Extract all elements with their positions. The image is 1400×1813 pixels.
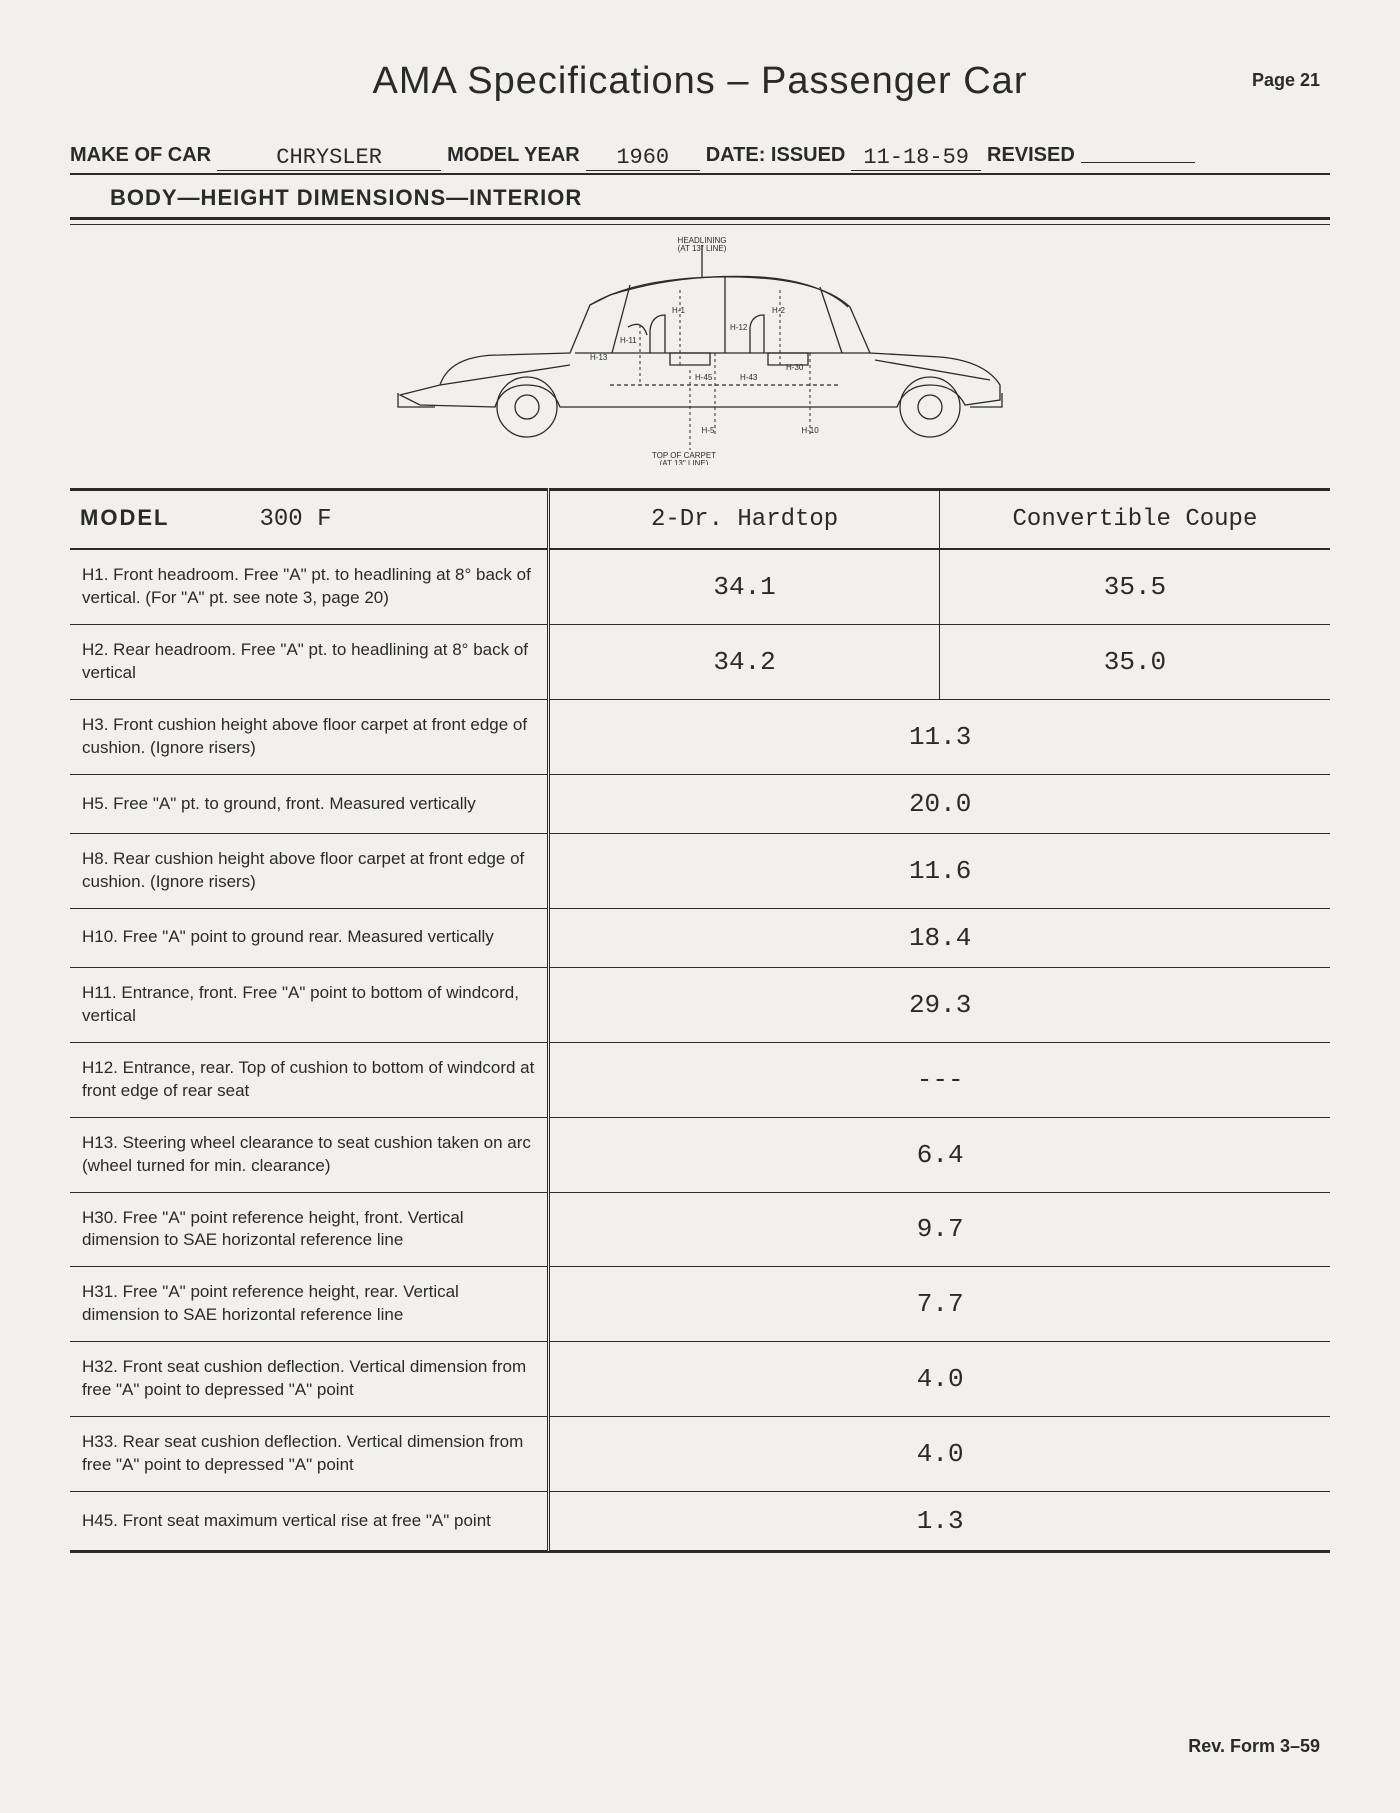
table-row: H1. Front headroom. Free "A" pt. to head… xyxy=(70,549,1330,624)
row-value: 18.4 xyxy=(549,908,1330,967)
revised-value xyxy=(1081,162,1195,163)
row-label: H10. Free "A" point to ground rear. Meas… xyxy=(70,908,549,967)
callout-h2: H-2 xyxy=(772,306,785,315)
table-row: H30. Free "A" point reference height, fr… xyxy=(70,1192,1330,1267)
model-header-cell: MODEL 300 F xyxy=(70,490,549,550)
callout-h5: H-5 xyxy=(702,426,715,435)
callout-h10: H-10 xyxy=(801,426,819,435)
row-label: H33. Rear seat cushion deflection. Verti… xyxy=(70,1417,549,1492)
modelyear-value: 1960 xyxy=(586,145,700,171)
make-value: CHRYSLER xyxy=(217,145,441,171)
table-bottom-rule xyxy=(70,1551,1330,1553)
row-value: 4.0 xyxy=(549,1342,1330,1417)
date-label: DATE: ISSUED xyxy=(706,144,846,167)
row-value: 11.6 xyxy=(549,834,1330,909)
table-row: H12. Entrance, rear. Top of cushion to b… xyxy=(70,1042,1330,1117)
page-title: AMA Specifications – Passenger Car xyxy=(373,60,1028,102)
row-label: H12. Entrance, rear. Top of cushion to b… xyxy=(70,1042,549,1117)
table-header-row: MODEL 300 F 2-Dr. HardtopConvertible Coupe xyxy=(70,490,1330,550)
table-row: H5. Free "A" pt. to ground, front. Measu… xyxy=(70,775,1330,834)
row-label: H5. Free "A" pt. to ground, front. Measu… xyxy=(70,775,549,834)
row-value: 7.7 xyxy=(549,1267,1330,1342)
title-row: AMA Specifications – Passenger Car Page … xyxy=(70,60,1330,103)
callout-h11: H-11 xyxy=(620,336,637,345)
row-value: 35.5 xyxy=(939,549,1330,624)
table-row: H32. Front seat cushion deflection. Vert… xyxy=(70,1342,1330,1417)
row-value: 4.0 xyxy=(549,1417,1330,1492)
row-label: H2. Rear headroom. Free "A" pt. to headl… xyxy=(70,625,549,700)
row-label: H11. Entrance, front. Free "A" point to … xyxy=(70,967,549,1042)
row-label: H31. Free "A" point reference height, re… xyxy=(70,1267,549,1342)
revised-label: REVISED xyxy=(987,144,1075,167)
model-label: MODEL xyxy=(80,505,169,530)
callout-h1: H-1 xyxy=(672,306,685,315)
car-diagram: HEADLINING (AT 13" LINE) H-1 H-2 H-11 H-… xyxy=(70,235,1330,470)
row-value: 6.4 xyxy=(549,1117,1330,1192)
diagram-bottom-label-2: (AT 13" LINE) xyxy=(660,459,709,465)
callout-h45: H-45 xyxy=(695,373,713,382)
form-header: MAKE OF CAR CHRYSLER MODEL YEAR 1960 DAT… xyxy=(70,143,1330,175)
row-value: 9.7 xyxy=(549,1192,1330,1267)
form-footer: Rev. Form 3–59 xyxy=(1188,1736,1320,1757)
row-label: H32. Front seat cushion deflection. Vert… xyxy=(70,1342,549,1417)
table-row: H2. Rear headroom. Free "A" pt. to headl… xyxy=(70,625,1330,700)
model-value: 300 F xyxy=(259,506,331,533)
row-label: H8. Rear cushion height above floor carp… xyxy=(70,834,549,909)
make-label: MAKE OF CAR xyxy=(70,144,211,167)
callout-h30: H-30 xyxy=(786,363,804,372)
table-row: H13. Steering wheel clearance to seat cu… xyxy=(70,1117,1330,1192)
car-svg: HEADLINING (AT 13" LINE) H-1 H-2 H-11 H-… xyxy=(380,235,1020,465)
row-value: 29.3 xyxy=(549,967,1330,1042)
row-label: H13. Steering wheel clearance to seat cu… xyxy=(70,1117,549,1192)
row-label: H3. Front cushion height above floor car… xyxy=(70,700,549,775)
column-header-0: 2-Dr. Hardtop xyxy=(549,490,940,550)
row-value: 34.1 xyxy=(549,549,940,624)
modelyear-label: MODEL YEAR xyxy=(447,144,580,167)
table-row: H8. Rear cushion height above floor carp… xyxy=(70,834,1330,909)
table-row: H45. Front seat maximum vertical rise at… xyxy=(70,1492,1330,1551)
date-value: 11-18-59 xyxy=(851,145,981,171)
table-row: H11. Entrance, front. Free "A" point to … xyxy=(70,967,1330,1042)
callout-h13: H-13 xyxy=(590,353,608,362)
row-value: 34.2 xyxy=(549,625,940,700)
section-title: BODY—HEIGHT DIMENSIONS—INTERIOR xyxy=(110,185,1330,211)
row-value: 1.3 xyxy=(549,1492,1330,1551)
spec-table: MODEL 300 F 2-Dr. HardtopConvertible Coupe… xyxy=(70,488,1330,1551)
table-row: H31. Free "A" point reference height, re… xyxy=(70,1267,1330,1342)
section-rule xyxy=(70,217,1330,225)
row-value: 11.3 xyxy=(549,700,1330,775)
diagram-top-label-2: (AT 13" LINE) xyxy=(678,244,727,253)
row-value: --- xyxy=(549,1042,1330,1117)
column-header-1: Convertible Coupe xyxy=(939,490,1330,550)
callout-h43: H-43 xyxy=(740,373,758,382)
page-number: Page 21 xyxy=(1252,70,1320,91)
table-row: H33. Rear seat cushion deflection. Verti… xyxy=(70,1417,1330,1492)
row-value: 20.0 xyxy=(549,775,1330,834)
table-row: H3. Front cushion height above floor car… xyxy=(70,700,1330,775)
table-row: H10. Free "A" point to ground rear. Meas… xyxy=(70,908,1330,967)
row-label: H30. Free "A" point reference height, fr… xyxy=(70,1192,549,1267)
row-value: 35.0 xyxy=(939,625,1330,700)
callout-h12: H-12 xyxy=(730,323,748,332)
row-label: H1. Front headroom. Free "A" pt. to head… xyxy=(70,549,549,624)
row-label: H45. Front seat maximum vertical rise at… xyxy=(70,1492,549,1551)
